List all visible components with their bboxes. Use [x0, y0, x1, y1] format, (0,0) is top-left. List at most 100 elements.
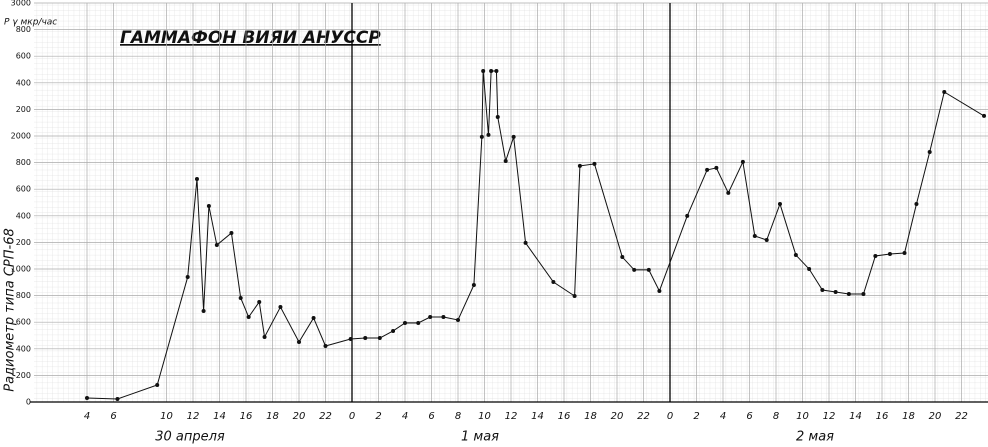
day-label: 30 апреля	[155, 430, 225, 445]
y-tick-label: 2000	[11, 132, 31, 141]
data-point	[348, 336, 353, 341]
data-point	[523, 240, 528, 245]
data-point	[942, 89, 947, 94]
x-tick-label: 6	[428, 411, 434, 422]
data-point	[873, 253, 878, 258]
data-point	[194, 176, 199, 181]
y-tick-label: 800	[16, 158, 31, 167]
data-point	[902, 251, 907, 256]
data-point	[592, 161, 597, 166]
data-point	[726, 190, 731, 195]
data-point	[982, 113, 987, 118]
data-point	[503, 159, 508, 164]
data-point	[481, 68, 486, 73]
x-tick-label: 16	[240, 411, 253, 422]
data-point	[479, 134, 484, 139]
y-tick-label: 3000	[11, 0, 31, 8]
data-point	[833, 290, 838, 295]
x-tick-label: 14	[531, 411, 544, 422]
data-point	[620, 255, 625, 260]
x-tick-label: 20	[293, 411, 306, 422]
y-tick-label: 600	[16, 318, 31, 327]
x-tick-label: 4	[720, 411, 726, 422]
data-point	[632, 267, 637, 272]
y-tick-label: 0	[26, 398, 31, 407]
y-tick-label: 800	[16, 25, 31, 34]
data-point	[246, 315, 251, 320]
data-point	[714, 165, 719, 170]
y-tick-label: 200	[16, 238, 31, 247]
data-point	[428, 315, 433, 320]
x-tick-label: 8	[773, 411, 779, 422]
data-point	[495, 114, 500, 119]
data-point	[377, 336, 382, 341]
x-tick-label: 2	[375, 411, 381, 422]
data-point	[214, 243, 219, 248]
x-tick-label: 20	[611, 411, 624, 422]
data-point	[416, 320, 421, 325]
data-point	[185, 274, 190, 279]
data-point	[456, 317, 460, 322]
y-tick-label: 600	[16, 52, 31, 61]
x-tick-label: 18	[902, 411, 915, 422]
x-tick-label: 16	[558, 411, 571, 422]
data-point	[206, 203, 211, 208]
data-point	[262, 334, 267, 339]
data-point	[572, 293, 577, 298]
x-tick-label: 22	[319, 411, 332, 422]
y-tick-label: 1000	[11, 265, 31, 274]
x-tick-label: 4	[84, 411, 90, 422]
data-point	[494, 68, 499, 73]
x-tick-label: 12	[187, 411, 200, 422]
day-label: 1 мая	[461, 430, 499, 445]
x-tick-label: 0	[667, 411, 673, 422]
day-label: 2 мая	[796, 430, 834, 445]
y-label: Радиометр типа СРП-68	[3, 228, 18, 392]
data-point	[229, 230, 234, 235]
y-unit: Р γ мкр/час	[4, 18, 57, 28]
data-point	[705, 167, 710, 172]
data-point	[391, 328, 396, 333]
data-point	[297, 340, 301, 345]
data-point	[646, 267, 651, 272]
data-point	[577, 163, 582, 168]
x-tick-label: 12	[823, 411, 836, 422]
data-point	[238, 295, 243, 300]
x-tick-label: 14	[213, 411, 226, 422]
data-point	[311, 315, 316, 320]
data-point	[846, 292, 851, 297]
x-tick-label: 10	[160, 411, 173, 422]
x-tick-label: 6	[110, 411, 116, 422]
data-point	[278, 305, 283, 310]
x-tick-label: 16	[876, 411, 889, 422]
x-tick-label: 12	[505, 411, 518, 422]
x-tick-label: 14	[849, 411, 862, 422]
y-tick-label: 200	[16, 371, 31, 380]
data-point	[793, 253, 798, 258]
data-point	[657, 288, 662, 293]
data-point	[201, 309, 206, 314]
data-point	[777, 201, 782, 206]
x-tick-label: 22	[637, 411, 650, 422]
y-tick-label: 400	[16, 344, 31, 353]
data-point	[511, 134, 516, 139]
x-tick-label: 4	[402, 411, 408, 422]
data-point	[257, 299, 262, 304]
y-tick-label: 800	[16, 291, 31, 300]
data-point	[85, 396, 89, 401]
data-point	[489, 68, 494, 73]
data-point	[914, 201, 919, 206]
y-tick-label: 600	[16, 185, 31, 194]
data-point	[115, 396, 120, 401]
data-point	[403, 320, 407, 325]
y-tick-label: 400	[16, 211, 31, 220]
data-point	[323, 344, 328, 349]
chart-title: ГАММАФОН ВИЯИ АНУССР	[120, 28, 381, 48]
data-point	[861, 292, 866, 297]
data-point	[685, 213, 690, 218]
x-tick-label: 2	[693, 411, 699, 422]
x-tick-label: 10	[478, 411, 491, 422]
x-tick-label: 0	[349, 411, 355, 422]
x-tick-label: 20	[929, 411, 942, 422]
